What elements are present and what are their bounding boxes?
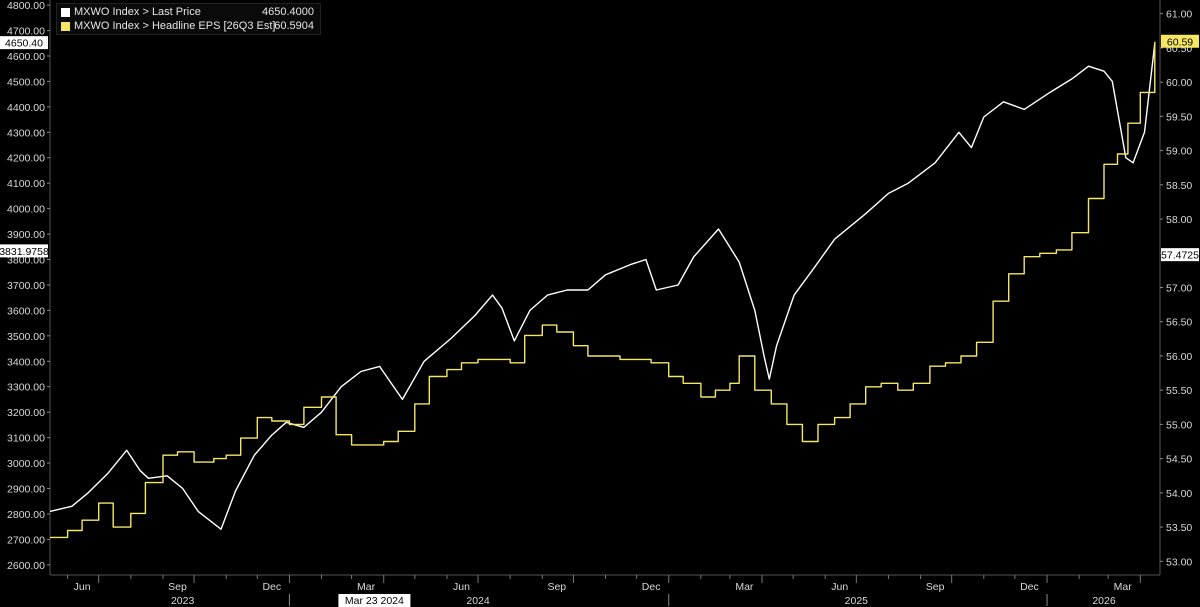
- right-tick-label: 55.50: [1166, 385, 1192, 397]
- right-tick-label: 54.50: [1166, 454, 1192, 466]
- right-tick-label: 59.00: [1166, 146, 1192, 158]
- legend-swatch-white: [61, 7, 70, 17]
- left-tick-label: 4700.00: [7, 26, 45, 38]
- x-month-label: Mar: [735, 581, 754, 593]
- left-tick-label: 2700.00: [7, 534, 45, 546]
- right-tick-label: 55.00: [1166, 419, 1192, 431]
- right-tick-label: 56.50: [1166, 317, 1192, 329]
- right-tick-label: 61.00: [1166, 9, 1192, 21]
- left-tick-label: 4600.00: [7, 51, 45, 63]
- x-axis: Jun Sep Dec Mar Jun Sep Dec Mar Jun Sep Dec Mar 2023…: [50, 574, 1160, 607]
- left-tick-label: 2600.00: [7, 560, 45, 572]
- right-tick-label: 53.00: [1166, 556, 1192, 568]
- plot-area: [49, 41, 1156, 539]
- x-year-label: 2023: [171, 595, 195, 607]
- right-tick-label: 54.00: [1166, 488, 1192, 500]
- left-tick-label: 4200.00: [7, 153, 45, 165]
- series-line-eps: [50, 41, 1156, 539]
- left-tick-label: 3600.00: [7, 305, 45, 317]
- right-tick-label: 60.00: [1166, 77, 1192, 89]
- right-y-axis: 53.00 53.50 54.00 54.50 55.00 55.50 56.00 56.50…: [1159, 0, 1192, 575]
- right-last-value-tag: 60.59: [1167, 36, 1193, 48]
- x-month-label: Dec: [262, 581, 281, 593]
- left-tick-label: 3900.00: [7, 229, 45, 241]
- left-tick-label: 4500.00: [7, 76, 45, 88]
- x-month-label: Dec: [642, 581, 661, 593]
- left-tick-label: 3700.00: [7, 280, 45, 292]
- right-tick-label: 56.00: [1166, 351, 1192, 363]
- left-tick-label: 4100.00: [7, 178, 45, 190]
- cursor-date-label: Mar 23 2024: [345, 595, 404, 607]
- legend-swatch-yellow: [61, 21, 70, 31]
- legend: MXWO Index > Last Price 4650.4000 MXWO I…: [56, 3, 321, 35]
- x-month-label: Sep: [168, 581, 187, 593]
- right-tick-label: 53.50: [1166, 522, 1192, 534]
- cursor-date-box: [338, 594, 411, 607]
- left-last-value-tag-box: [0, 36, 48, 50]
- x-month-label: Mar: [357, 581, 376, 593]
- left-tick-label: 3500.00: [7, 331, 45, 343]
- left-tick-label: 3000.00: [7, 458, 45, 470]
- legend-value: 60.5904: [274, 20, 314, 32]
- left-tick-label: 2900.00: [7, 483, 45, 495]
- legend-value: 4650.4000: [262, 6, 314, 18]
- x-year-label: 2024: [466, 595, 490, 607]
- x-month-label: Jun: [74, 581, 91, 593]
- left-tick-label: 3400.00: [7, 356, 45, 368]
- x-month-label: Sep: [926, 581, 945, 593]
- legend-item-last-price: MXWO Index > Last Price 4650.4000: [61, 5, 314, 19]
- left-tick-label: 4000.00: [7, 204, 45, 216]
- left-y-axis: 2600.00 2700.00 2800.00 2900.00 3000.00 3100.…: [7, 0, 51, 575]
- legend-item-eps: MXWO Index > Headline EPS [26Q3 Est] 60.…: [61, 19, 314, 33]
- left-tick-label: 3300.00: [7, 382, 45, 394]
- x-month-label: Sep: [547, 581, 566, 593]
- x-year-label: 2026: [1092, 595, 1116, 607]
- left-tick-label: 3100.00: [7, 433, 45, 445]
- left-tick-label: 3200.00: [7, 407, 45, 419]
- value-tags: 4650.40 3831.9758 60.59 57.4725: [0, 34, 1199, 262]
- x-year-label: 2025: [845, 595, 869, 607]
- left-tick-label: 3800.00: [7, 255, 45, 267]
- left-tick-label: 4800.00: [7, 0, 45, 12]
- x-month-label: Dec: [1020, 581, 1039, 593]
- series-line-last-price: [49, 43, 1156, 530]
- x-month-label: Jun: [831, 581, 848, 593]
- x-month-label: Mar: [1114, 581, 1133, 593]
- left-last-value-tag: 4650.40: [5, 38, 43, 50]
- left-tick-label: 4300.00: [7, 127, 45, 139]
- left-tick-label: 2800.00: [7, 509, 45, 521]
- right-tick-label: 57.00: [1166, 283, 1192, 295]
- right-last-value-tag-box: [1161, 34, 1199, 48]
- left-cursor-value-tag: 3831.9758: [0, 246, 49, 258]
- legend-label: MXWO Index > Last Price: [74, 6, 201, 18]
- right-tick-label: 58.00: [1166, 214, 1192, 226]
- legend-label: MXWO Index > Headline EPS [26Q3 Est]: [74, 20, 276, 32]
- right-cursor-value-tag: 57.4725: [1161, 250, 1199, 262]
- left-cursor-value-tag-box: [0, 244, 48, 258]
- right-tick-label: 58.50: [1166, 180, 1192, 192]
- x-month-label: Jun: [453, 581, 470, 593]
- left-tick-label: 4400.00: [7, 102, 45, 114]
- right-cursor-value-tag-box: [1161, 248, 1199, 262]
- right-tick-label: 59.50: [1166, 111, 1192, 123]
